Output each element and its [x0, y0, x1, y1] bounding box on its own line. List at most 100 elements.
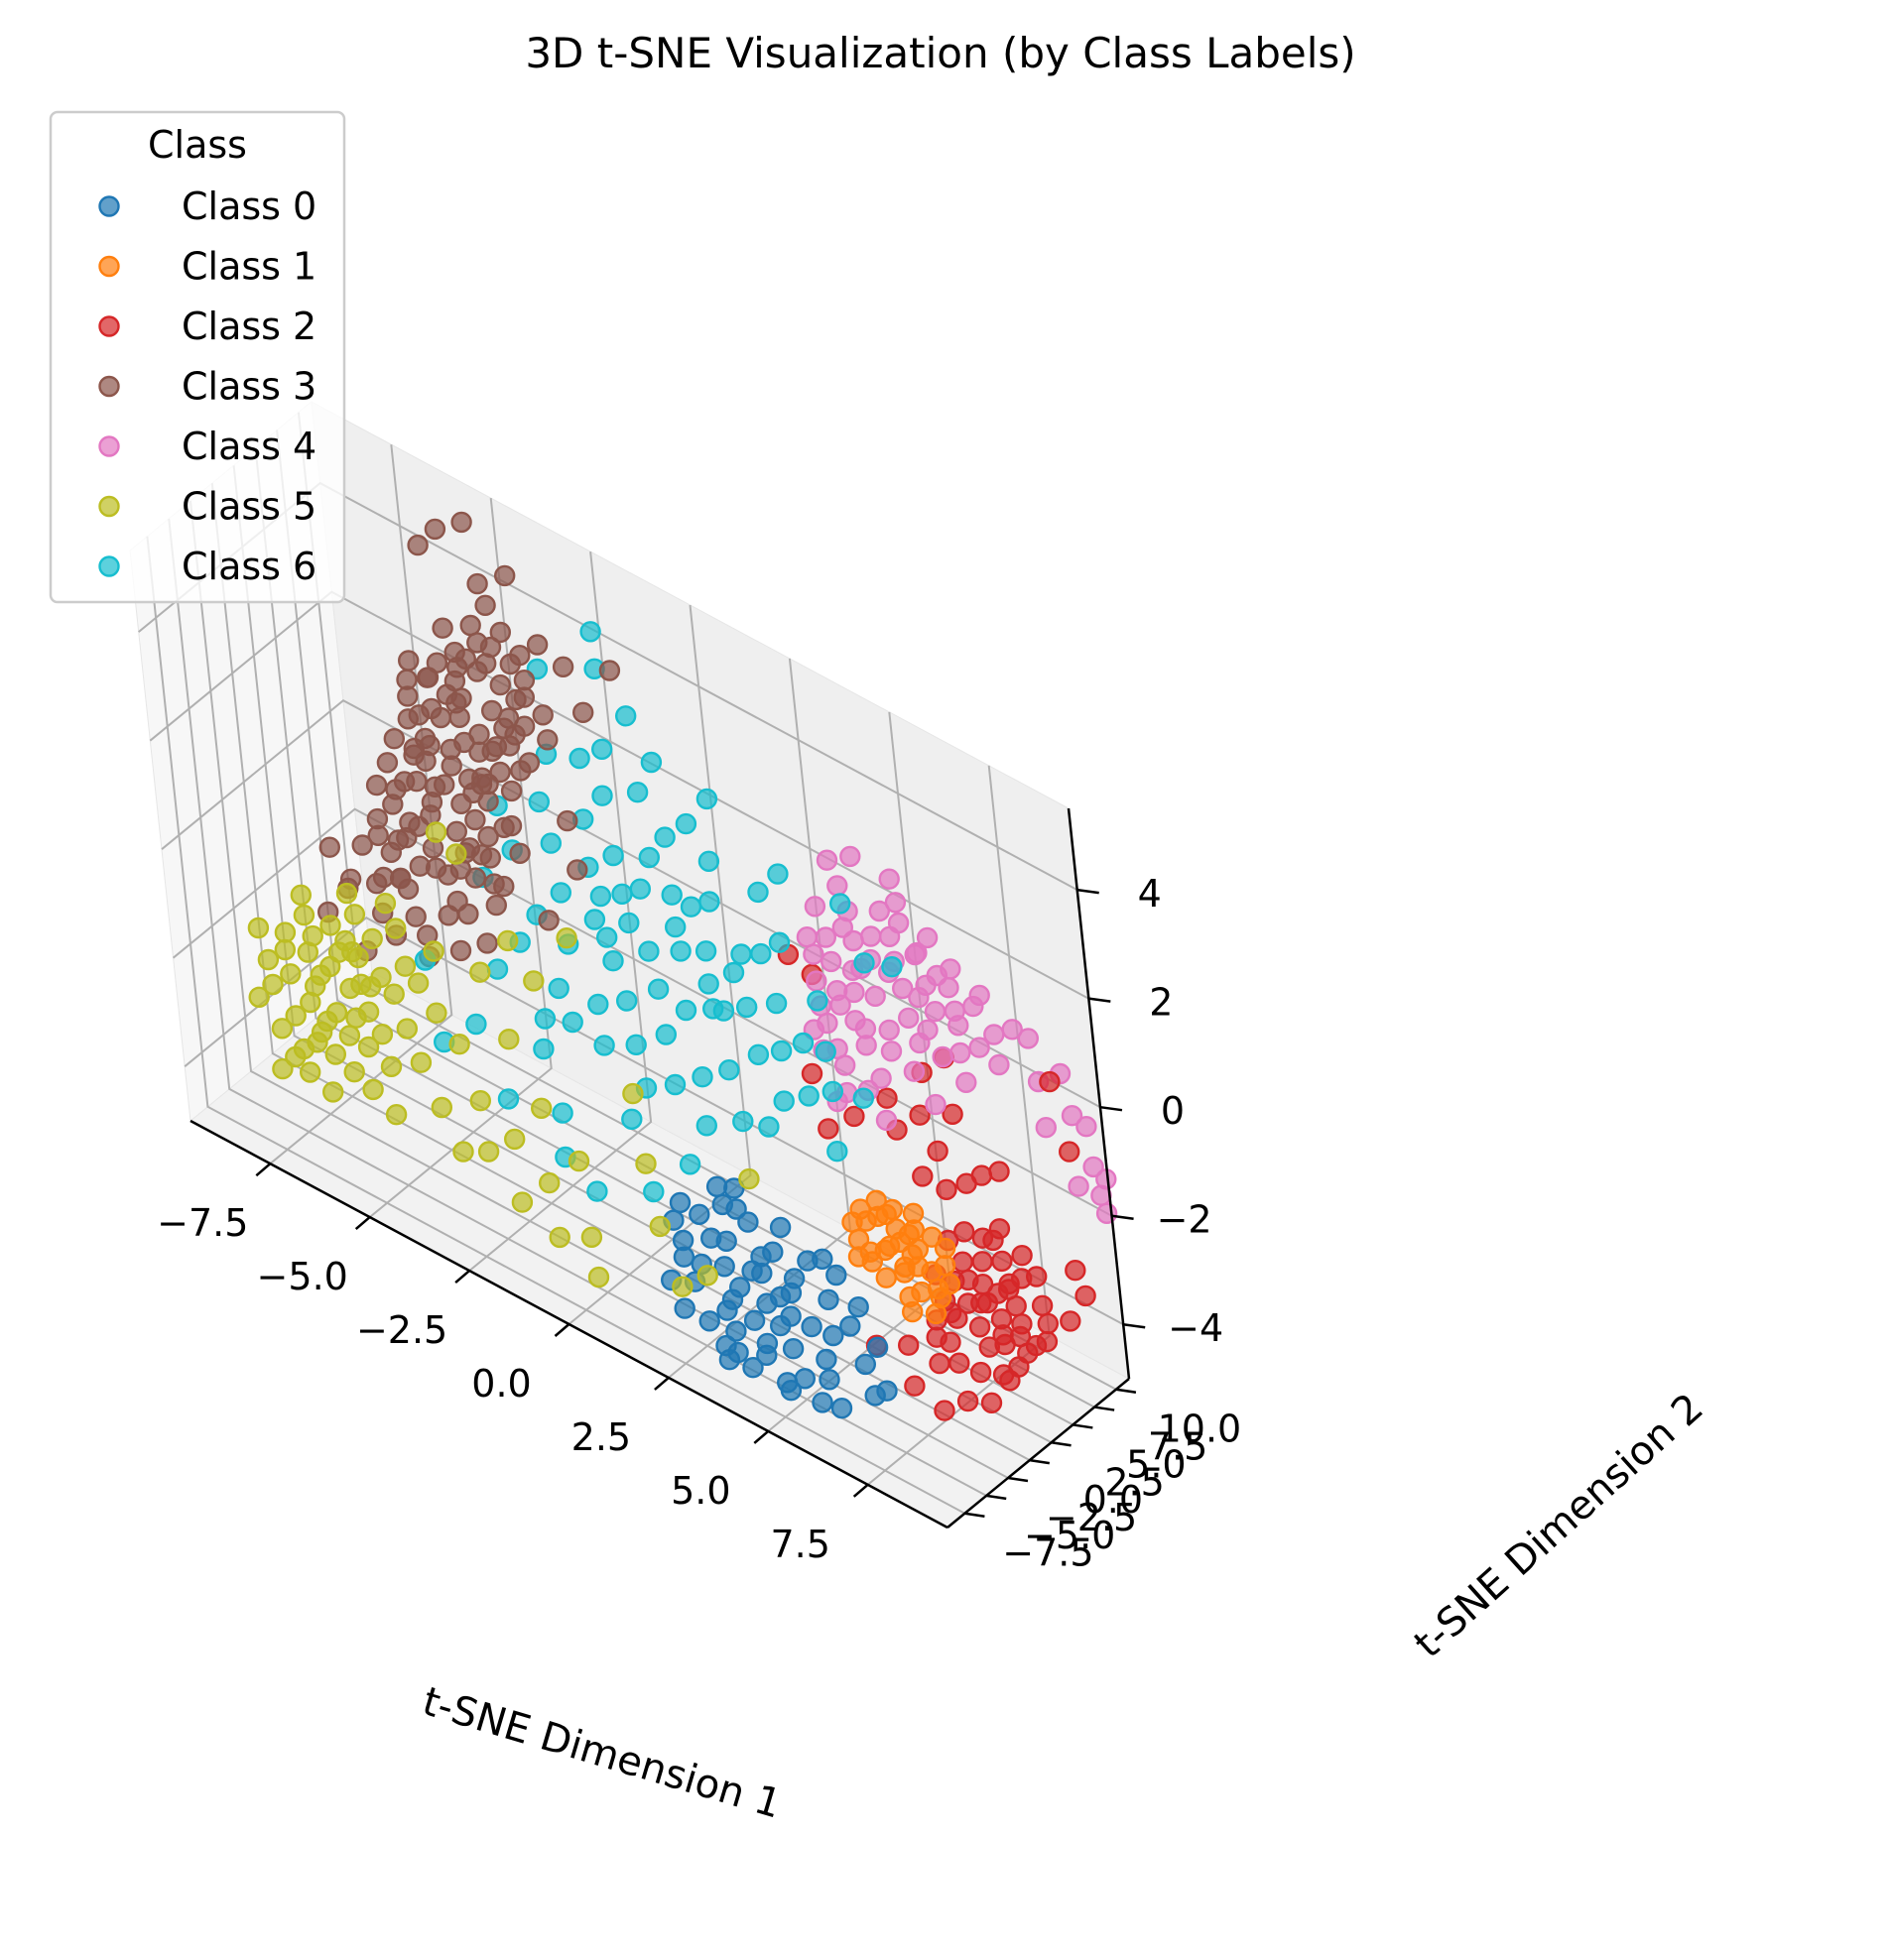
- scatter-point-class-3: [318, 836, 340, 858]
- scatter-point-class-5: [469, 961, 491, 983]
- scatter-point-class-6: [615, 705, 637, 727]
- scatter-point-class-0: [864, 1385, 886, 1407]
- scatter-point-class-1: [934, 1237, 956, 1260]
- scatter-point-class-3: [366, 873, 388, 895]
- legend-marker-class-6: [98, 555, 120, 577]
- scatter-point-class-6: [821, 1080, 843, 1103]
- scatter-point-class-6: [486, 958, 509, 980]
- scatter-point-class-5: [257, 948, 280, 971]
- scatter-point-class-0: [689, 1203, 710, 1226]
- scatter-point-class-5: [672, 1276, 694, 1297]
- scatter-point-class-3: [477, 825, 499, 848]
- z-tick-label: −4: [1168, 1306, 1223, 1350]
- scatter-point-class-2: [969, 1361, 992, 1384]
- y-tick-mark: [1007, 1476, 1029, 1483]
- scatter-point-class-4: [1061, 1104, 1083, 1127]
- x-tick-mark: [354, 1216, 371, 1231]
- scatter-point-class-5: [738, 1167, 760, 1190]
- legend-title: Class: [148, 123, 247, 167]
- scatter-point-class-6: [695, 940, 717, 962]
- scatter-point-class-0: [780, 1379, 803, 1402]
- scatter-point-class-5: [431, 1096, 452, 1119]
- scatter-point-class-6: [815, 1041, 836, 1062]
- scatter-point-class-5: [272, 1057, 294, 1080]
- scatter-point-class-0: [822, 1324, 844, 1347]
- scatter-point-class-6: [697, 850, 720, 872]
- y-tick-mark: [1051, 1441, 1072, 1447]
- scatter-point-class-6: [528, 791, 550, 813]
- scatter-point-class-6: [591, 785, 613, 806]
- scatter-point-class-5: [568, 1150, 590, 1172]
- scatter-point-class-2: [909, 1104, 931, 1126]
- scatter-point-class-4: [988, 1053, 1010, 1076]
- legend-marker-class-4: [98, 435, 120, 457]
- scatter-point-class-5: [549, 1226, 570, 1249]
- scatter-point-class-3: [493, 875, 515, 898]
- scatter-point-class-6: [640, 751, 663, 774]
- scatter-point-class-5: [374, 893, 397, 915]
- scatter-point-class-2: [818, 1118, 839, 1140]
- scatter-point-class-5: [248, 986, 270, 1008]
- scatter-point-class-2: [1039, 1070, 1061, 1093]
- scatter-point-class-5: [343, 1060, 365, 1083]
- scatter-point-class-6: [773, 1090, 795, 1112]
- scatter-point-class-3: [499, 653, 521, 675]
- scatter-point-class-0: [725, 1320, 747, 1342]
- scatter-point-class-4: [898, 1007, 920, 1030]
- y-tick-mark: [964, 1512, 985, 1518]
- scatter-point-class-2: [955, 1172, 977, 1194]
- scatter-point-class-0: [847, 1295, 869, 1318]
- scatter-point-class-3: [441, 755, 462, 777]
- scatter-point-class-5: [498, 1028, 520, 1050]
- y-tick-label: 5.0: [1126, 1442, 1186, 1486]
- scatter-points: [247, 511, 1118, 1421]
- scatter-point-class-2: [999, 1370, 1021, 1392]
- scatter-point-class-0: [715, 1230, 737, 1253]
- scatter-point-class-5: [322, 1081, 344, 1103]
- scatter-point-class-3: [464, 808, 486, 831]
- scatter-point-class-4: [916, 926, 939, 949]
- scatter-point-class-3: [397, 685, 419, 707]
- scatter-point-class-5: [319, 915, 341, 936]
- scatter-point-class-6: [692, 1065, 713, 1088]
- z-tick-mark: [1076, 888, 1099, 895]
- scatter-point-class-6: [722, 961, 745, 984]
- scatter-point-class-4: [829, 994, 851, 1016]
- scatter-point-class-0: [742, 1356, 764, 1379]
- scatter-point-class-4: [834, 1054, 856, 1076]
- scatter-point-class-6: [621, 1108, 643, 1131]
- scatter-point-class-5: [445, 843, 467, 865]
- x-tick-label: −7.5: [157, 1201, 248, 1245]
- scatter-point-class-3: [479, 847, 501, 869]
- scatter-point-class-5: [423, 940, 444, 962]
- scatter-point-class-0: [769, 1216, 792, 1239]
- scatter-point-class-2: [948, 1352, 970, 1374]
- scatter-point-class-0: [725, 1198, 747, 1220]
- scatter-point-class-6: [643, 1180, 665, 1203]
- scatter-point-class-6: [747, 1043, 770, 1066]
- scatter-point-class-6: [626, 782, 649, 803]
- scatter-point-class-4: [906, 941, 928, 964]
- z-gridline: [172, 807, 1113, 1217]
- scatter-point-class-4: [1075, 1115, 1097, 1138]
- scatter-point-class-5: [580, 1226, 603, 1249]
- scatter-point-class-4: [806, 970, 827, 992]
- legend-marker-class-5: [98, 495, 120, 518]
- scatter-point-class-4: [855, 1035, 877, 1056]
- scatter-point-class-5: [539, 1171, 561, 1194]
- scatter-point-class-1: [902, 1300, 924, 1323]
- scatter-point-class-4: [1017, 1028, 1040, 1049]
- scatter-point-class-2: [968, 1316, 991, 1338]
- z-tick-label: −2: [1157, 1198, 1212, 1242]
- scatter-point-class-5: [335, 882, 358, 905]
- y-tick-label: −5.0: [1024, 1514, 1115, 1557]
- scatter-point-class-6: [807, 990, 828, 1012]
- scatter-point-class-6: [497, 1088, 520, 1110]
- scatter-point-class-1: [925, 1302, 948, 1325]
- scatter-point-class-3: [471, 767, 493, 789]
- scatter-point-class-5: [448, 1033, 470, 1055]
- scatter-point-class-0: [854, 1353, 876, 1376]
- scatter-point-class-6: [675, 812, 697, 835]
- legend-marker-class-1: [98, 255, 120, 278]
